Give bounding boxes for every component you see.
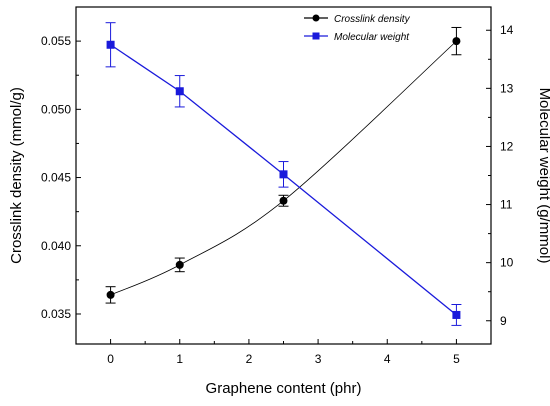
x-tick-label: 1 [176,352,183,366]
data-point [106,290,115,299]
x-tick-label: 3 [315,352,322,366]
x-tick-label: 5 [453,352,460,366]
y-right-axis-title: Molecular weight (g/mmol) [536,88,550,264]
y-right-tick-label: 13 [500,81,514,95]
y-left-tick-label: 0.035 [41,307,71,321]
y-right-tick-label: 9 [500,314,507,328]
data-point [452,37,461,46]
plot-area: 0 1 2 3 4 50.0350.0400.0450.0500.055910111213… [8,6,550,397]
legend-marker [312,32,320,40]
legend-label: Molecular weight [334,32,410,43]
data-point [279,170,288,179]
y-left-tick-label: 0.045 [41,171,71,185]
series-line-1 [110,44,457,316]
x-tick-label: 2 [246,352,253,366]
data-point [452,310,461,319]
y-right-tick-label: 14 [500,23,514,37]
x-tick-label: 4 [384,352,391,366]
y-left-axis-title: Crosslink density (mmol/g) [8,87,25,264]
y-right-tick-label: 11 [500,198,513,212]
y-left-tick-label: 0.040 [41,239,71,253]
data-point [106,40,115,49]
y-left-tick-label: 0.055 [41,34,71,48]
x-axis-title: Graphene content (phr) [206,380,362,397]
y-right-tick-label: 10 [500,256,514,270]
data-point [175,87,184,96]
x-tick-label: 0 [107,352,114,366]
y-right-tick-label: 12 [500,139,514,153]
series-line-0 [110,40,457,296]
y-left-tick-label: 0.050 [41,102,71,116]
data-point [175,260,184,269]
legend-label: Crosslink density [334,14,411,25]
legend-marker [312,14,320,22]
data-point [279,196,288,205]
